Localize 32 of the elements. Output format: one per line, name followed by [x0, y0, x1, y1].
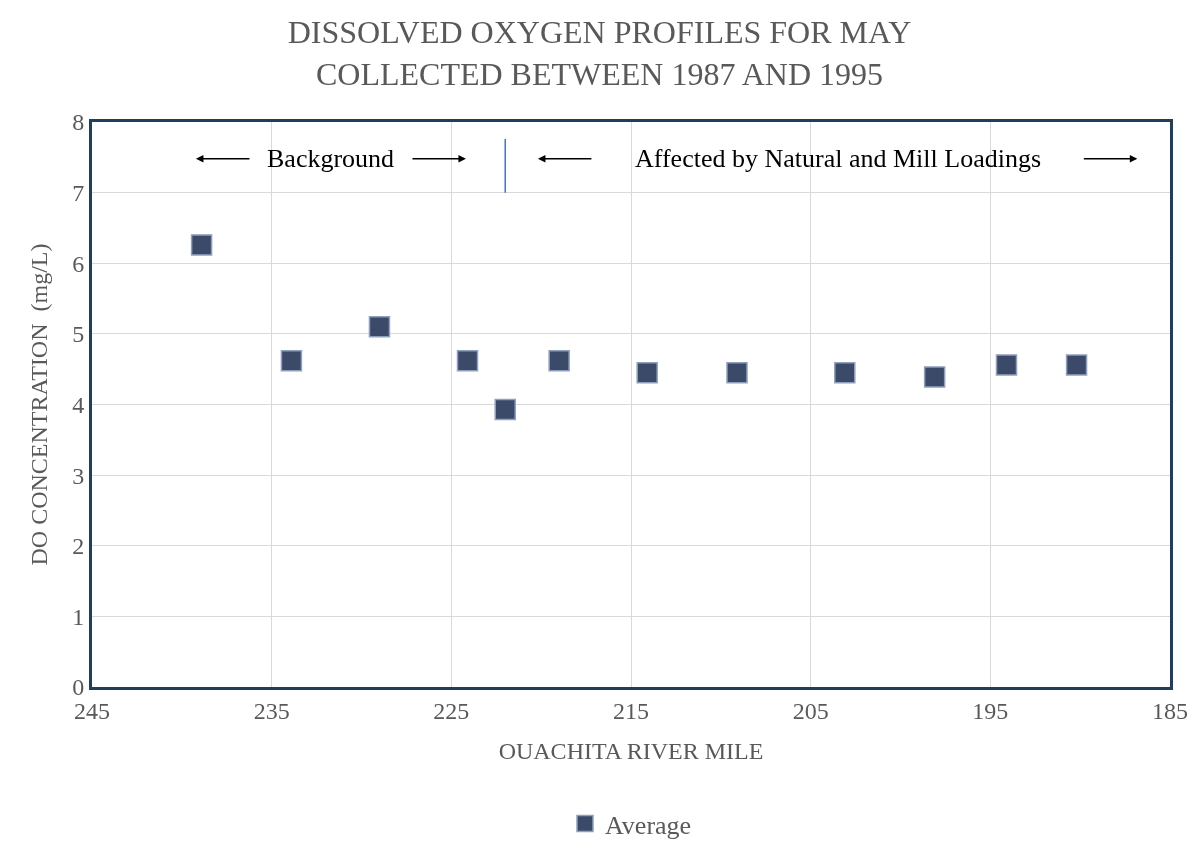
y-tick-label: 6	[72, 250, 85, 277]
point	[456, 349, 479, 372]
point	[726, 361, 748, 384]
point	[190, 234, 213, 256]
x-tick-label: 185	[1152, 697, 1188, 724]
point	[1065, 354, 1088, 376]
x-axis-title: OUACHITA RIVER MILE	[498, 738, 764, 765]
point	[280, 349, 303, 372]
point	[834, 361, 856, 384]
y-tick-label: 3	[72, 462, 85, 489]
annotation: Background	[267, 144, 395, 173]
point	[548, 349, 570, 372]
point	[923, 366, 946, 388]
x-tick-label: 195	[972, 697, 1009, 724]
x-tick-label: 235	[253, 697, 290, 724]
y-tick-label: 4	[72, 391, 85, 418]
point	[494, 398, 516, 421]
chart-title: DISSOLVED OXYGEN PROFILES FOR MAY COLLECTED BETWEEN 1987 AND 1995	[287, 14, 912, 92]
y-tick-label: 7	[72, 180, 85, 207]
x-tick-label: 215	[613, 697, 649, 724]
y-tick-label: 5	[72, 321, 85, 348]
x-tick-label: 225	[433, 697, 470, 724]
x-tick-label: 205	[792, 697, 829, 724]
point	[368, 316, 391, 338]
y-tick-label: 8	[72, 109, 85, 136]
y-tick-label: 2	[72, 533, 85, 560]
legend-label: Average	[605, 810, 692, 840]
point	[995, 354, 1018, 376]
y-axis-title: DO CONCENTRATION (mg/L)	[26, 243, 53, 566]
y-tick-label: 1	[72, 603, 85, 630]
point	[636, 361, 658, 384]
annotation: Affected by Natural and Mill Loadings	[635, 144, 1042, 173]
